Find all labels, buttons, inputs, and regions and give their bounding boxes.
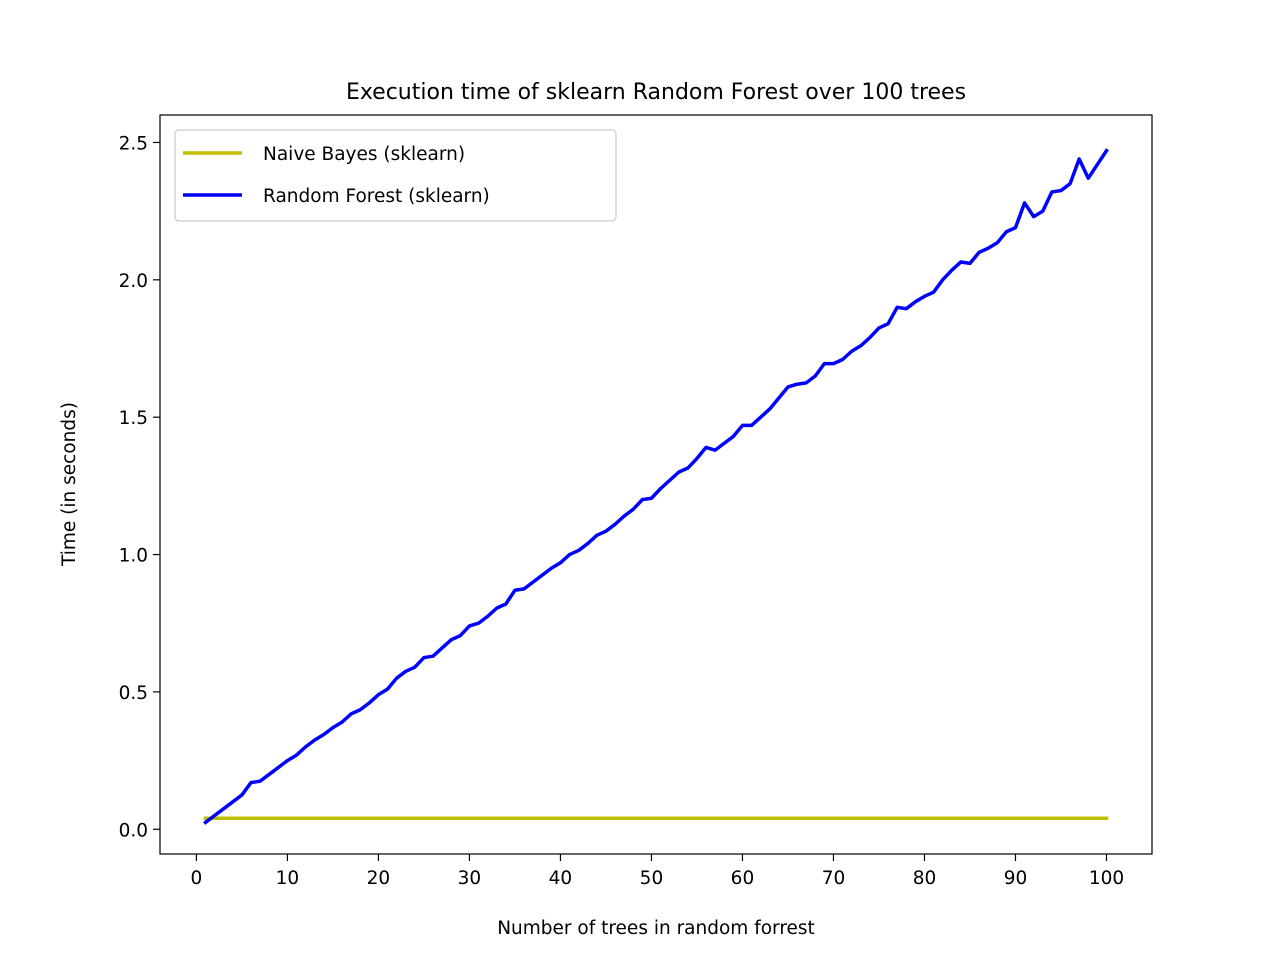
y-axis-ticks: 0.0 0.5 1.0 1.5 2.0 2.5 [119, 133, 160, 841]
legend-box [174, 129, 617, 222]
y-tick-label: 1.0 [119, 546, 148, 567]
x-tick-label: 40 [549, 868, 573, 889]
legend-label-2: Random Forest (sklearn) [263, 186, 490, 207]
x-tick-label: 70 [822, 868, 846, 889]
legend-label-1: Naive Bayes (sklearn) [263, 144, 465, 165]
y-tick-label: 2.5 [119, 133, 148, 154]
x-tick-label: 80 [913, 868, 937, 889]
x-tick-label: 10 [276, 868, 300, 889]
legend: Naive Bayes (sklearn) Random Forest (skle… [174, 129, 617, 222]
x-tick-label: 100 [1089, 868, 1124, 889]
plot-frame [159, 114, 1153, 855]
x-tick-label: 0 [191, 868, 203, 889]
y-tick-label: 0.0 [119, 820, 148, 841]
x-axis-ticks: 0 10 20 30 40 50 60 70 80 90 100 [191, 854, 1124, 889]
series-line-2 [203, 148, 1109, 825]
chart-title: Execution time of sklearn Random Forest … [346, 80, 966, 105]
x-tick-label: 60 [731, 868, 755, 889]
x-tick-label: 90 [1004, 868, 1028, 889]
y-tick-label: 0.5 [119, 683, 148, 704]
x-tick-label: 20 [367, 868, 391, 889]
series-layer [203, 148, 1109, 825]
x-tick-label: 50 [640, 868, 664, 889]
y-tick-label: 1.5 [119, 408, 148, 429]
y-tick-label: 2.0 [119, 271, 148, 292]
x-axis-label: Number of trees in random forrest [497, 918, 815, 939]
y-axis-label: Time (in seconds) [59, 402, 80, 567]
x-tick-label: 30 [458, 868, 482, 889]
